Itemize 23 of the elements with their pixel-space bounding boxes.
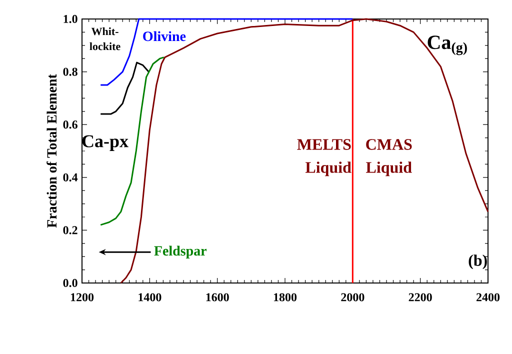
annotation: Olivine — [143, 31, 186, 42]
line-series — [100, 62, 150, 115]
y-tick-label: 0.0 — [63, 278, 78, 288]
x-tick-label: 2000 — [341, 293, 364, 302]
y-tick-label: 0.2 — [63, 226, 78, 234]
annotation: Whit-lockite — [90, 27, 120, 50]
x-tick-label: 1600 — [206, 293, 229, 302]
annotation: CMAS Liquid — [366, 139, 412, 176]
annotation: Ca-px — [82, 135, 128, 151]
x-tick-label: 2400 — [476, 293, 500, 302]
annotation: Ca$_{(g)}$ — [428, 36, 467, 56]
annotation: MELTS Liquid — [297, 139, 352, 176]
y-tick-label: 0.8 — [63, 68, 78, 76]
x-tick-label: 1800 — [274, 293, 297, 302]
y-tick-label: 1.0 — [64, 14, 78, 24]
x-tick-label: 1400 — [138, 293, 162, 302]
x-tick-label: 2200 — [408, 293, 432, 302]
y-tick-label: 0.6 — [63, 120, 78, 129]
annotation: (b) — [468, 254, 487, 270]
x-tick-label: 1200 — [70, 293, 94, 302]
y-axis-title: Fraction of Total Element — [46, 74, 57, 228]
y-tick-label: 0.4 — [63, 173, 78, 182]
annotation: Feldspar — [154, 246, 207, 258]
